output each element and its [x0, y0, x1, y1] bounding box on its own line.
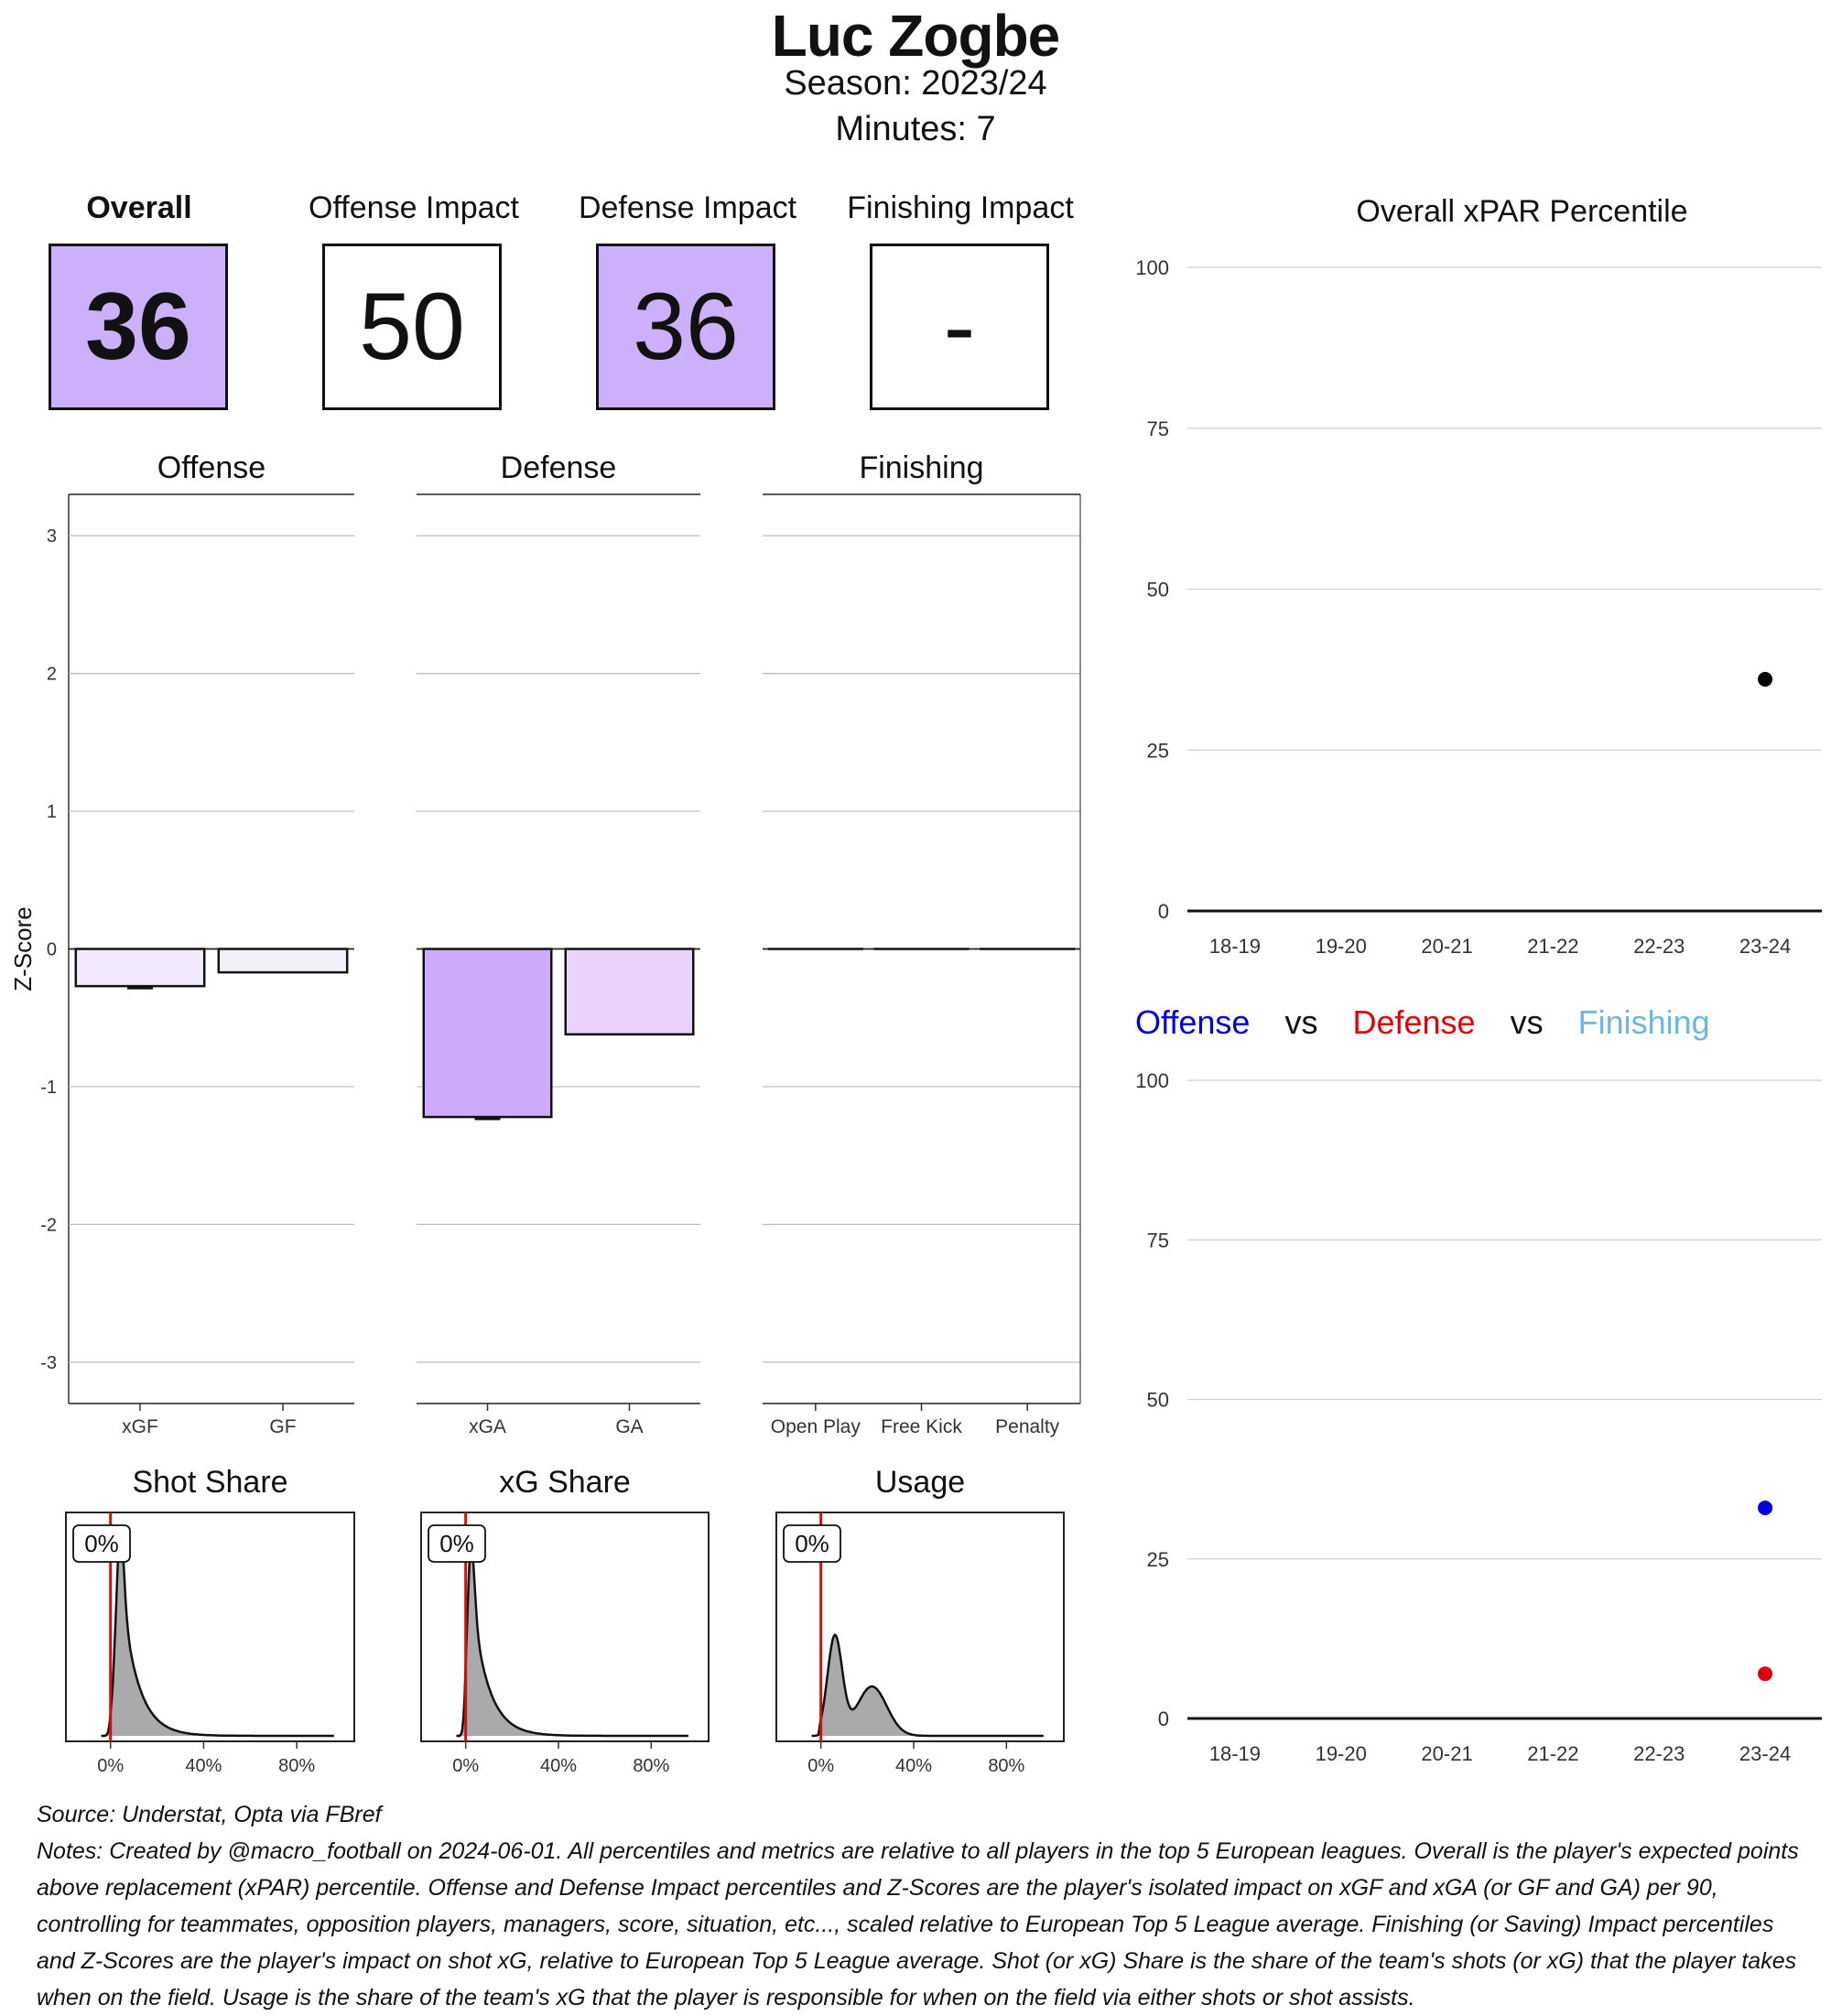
x-tick-label: 21-22 — [1527, 935, 1578, 958]
card-overall: 36 — [49, 244, 228, 410]
data-point-defense — [1758, 1666, 1773, 1682]
x-tick-label: 80% — [988, 1756, 1024, 1776]
zscore-chart: 3 2 1 0 -1 -2 -3 Z-Score Offense xGF GF Defense xGA G… — [9, 450, 1081, 1437]
bar-xgf — [74, 948, 206, 988]
x-tick-label: 20-21 — [1421, 1742, 1472, 1765]
y-tick-label: 0 — [47, 940, 57, 960]
x-tick-label: 23-24 — [1739, 1742, 1791, 1765]
value-label: 0% — [795, 1530, 829, 1557]
y-tick-label: 25 — [1147, 739, 1169, 762]
value-label-box — [428, 1524, 486, 1563]
x-tick-label: Free Kick — [881, 1416, 962, 1437]
y-tick-label: 75 — [1147, 1229, 1169, 1252]
density-charts: Shot Share 0% 0% 40% 80% xG Share 0% 0% 40% 80% Us… — [65, 1465, 1065, 1776]
x-tick-label: 21-22 — [1527, 1742, 1578, 1765]
card-finishing-impact: - — [870, 244, 1049, 410]
legend-vs-2: vs — [1510, 1003, 1544, 1041]
y-tick-label: 3 — [47, 526, 57, 547]
x-tick-label: GF — [269, 1416, 296, 1437]
x-tick-label: 19-20 — [1316, 935, 1367, 958]
facet-title: Offense — [157, 450, 265, 485]
card-label-defense: Defense Impact — [578, 190, 797, 225]
x-tick-label: 0% — [97, 1756, 124, 1776]
x-tick-label: 0% — [452, 1756, 479, 1776]
legend-finishing: Finishing — [1577, 1003, 1710, 1041]
data-point-offense — [1758, 1500, 1773, 1515]
y-tick-label: 50 — [1147, 1389, 1169, 1412]
legend-offense: Offense — [1135, 1003, 1251, 1041]
data-point — [1758, 671, 1773, 687]
chart-title: Overall xPAR Percentile — [1356, 194, 1687, 229]
y-tick-label: 50 — [1147, 579, 1169, 602]
y-tick-label: -2 — [40, 1215, 57, 1235]
density-area — [101, 1525, 334, 1736]
minutes-label: Minutes: 7 — [835, 110, 996, 148]
card-label-finishing: Finishing Impact — [847, 190, 1074, 225]
footer-notes: Notes: Created by @macro_football on 202… — [37, 1838, 1799, 2011]
y-tick-label: 2 — [47, 665, 57, 685]
chart-legend: Offense vs Defense vs Finishing — [1135, 1003, 1831, 1042]
card-label-offense: Offense Impact — [309, 190, 519, 225]
value-label-box — [72, 1524, 131, 1563]
y-tick-label: 0 — [1158, 900, 1169, 923]
x-tick-label: Penalty — [995, 1416, 1060, 1437]
y-tick-label: -3 — [40, 1353, 57, 1373]
density-line — [456, 1538, 688, 1738]
y-tick-label: 1 — [47, 802, 57, 822]
density-area — [811, 1634, 1044, 1736]
season-label: Season: 2023/24 — [784, 64, 1047, 103]
x-tick-label: 40% — [185, 1756, 222, 1776]
card-offense-impact: 50 — [322, 244, 502, 410]
x-tick-label: 80% — [633, 1756, 669, 1776]
component-percentile-chart: 0 25 50 75 100 18-19 19-20 20-21 21-22 22-23 23-24 — [1135, 1069, 1822, 1765]
y-axis-title: Z-Score — [9, 906, 37, 991]
bar-xga — [422, 948, 553, 1119]
y-tick-label: 0 — [1158, 1707, 1169, 1730]
y-tick-label: 25 — [1147, 1548, 1169, 1571]
card-defense-impact: 36 — [596, 244, 775, 410]
x-tick-label: xGF — [122, 1416, 158, 1437]
density-line — [811, 1632, 1044, 1738]
x-tick-label: 19-20 — [1316, 1742, 1367, 1765]
card-label-overall: Overall — [86, 190, 192, 225]
density-title: Usage — [875, 1465, 965, 1500]
density-area — [456, 1539, 688, 1736]
facet-title: Defense — [501, 450, 617, 485]
density-title: xG Share — [499, 1465, 631, 1500]
x-tick-label: 22-23 — [1633, 935, 1685, 958]
x-tick-label: 22-23 — [1633, 1742, 1685, 1765]
bar-ga — [564, 948, 695, 1036]
value-label: 0% — [84, 1530, 119, 1557]
x-tick-label: 40% — [540, 1756, 577, 1776]
y-tick-label: -1 — [40, 1078, 57, 1098]
overall-xpar-chart: Overall xPAR Percentile 0 25 50 75 100 18-19 19… — [1135, 194, 1822, 958]
x-tick-label: xGA — [469, 1416, 506, 1437]
y-tick-label: 100 — [1135, 1069, 1169, 1092]
x-tick-label: 20-21 — [1421, 935, 1472, 958]
x-tick-label: 18-19 — [1209, 1742, 1261, 1765]
x-tick-label: 0% — [807, 1756, 834, 1776]
value-label: 0% — [439, 1530, 474, 1557]
y-tick-label: 75 — [1147, 417, 1169, 440]
x-tick-label: Open Play — [771, 1416, 861, 1437]
x-tick-label: 23-24 — [1739, 935, 1791, 958]
y-tick-label: 100 — [1135, 256, 1169, 279]
x-tick-label: 80% — [278, 1756, 315, 1776]
x-tick-label: GA — [615, 1416, 643, 1437]
facet-title: Finishing — [859, 450, 983, 485]
value-label-box — [783, 1524, 841, 1563]
density-title: Shot Share — [132, 1465, 287, 1500]
x-tick-label: 18-19 — [1209, 935, 1261, 958]
page-title: Luc Zogbe — [771, 3, 1061, 69]
legend-vs-1: vs — [1284, 1003, 1318, 1041]
legend-defense: Defense — [1352, 1003, 1476, 1041]
density-line — [101, 1524, 334, 1738]
footer-source: Source: Understat, Opta via FBref — [37, 1802, 382, 1827]
bar-gf — [217, 948, 349, 974]
x-tick-label: 40% — [895, 1756, 932, 1776]
